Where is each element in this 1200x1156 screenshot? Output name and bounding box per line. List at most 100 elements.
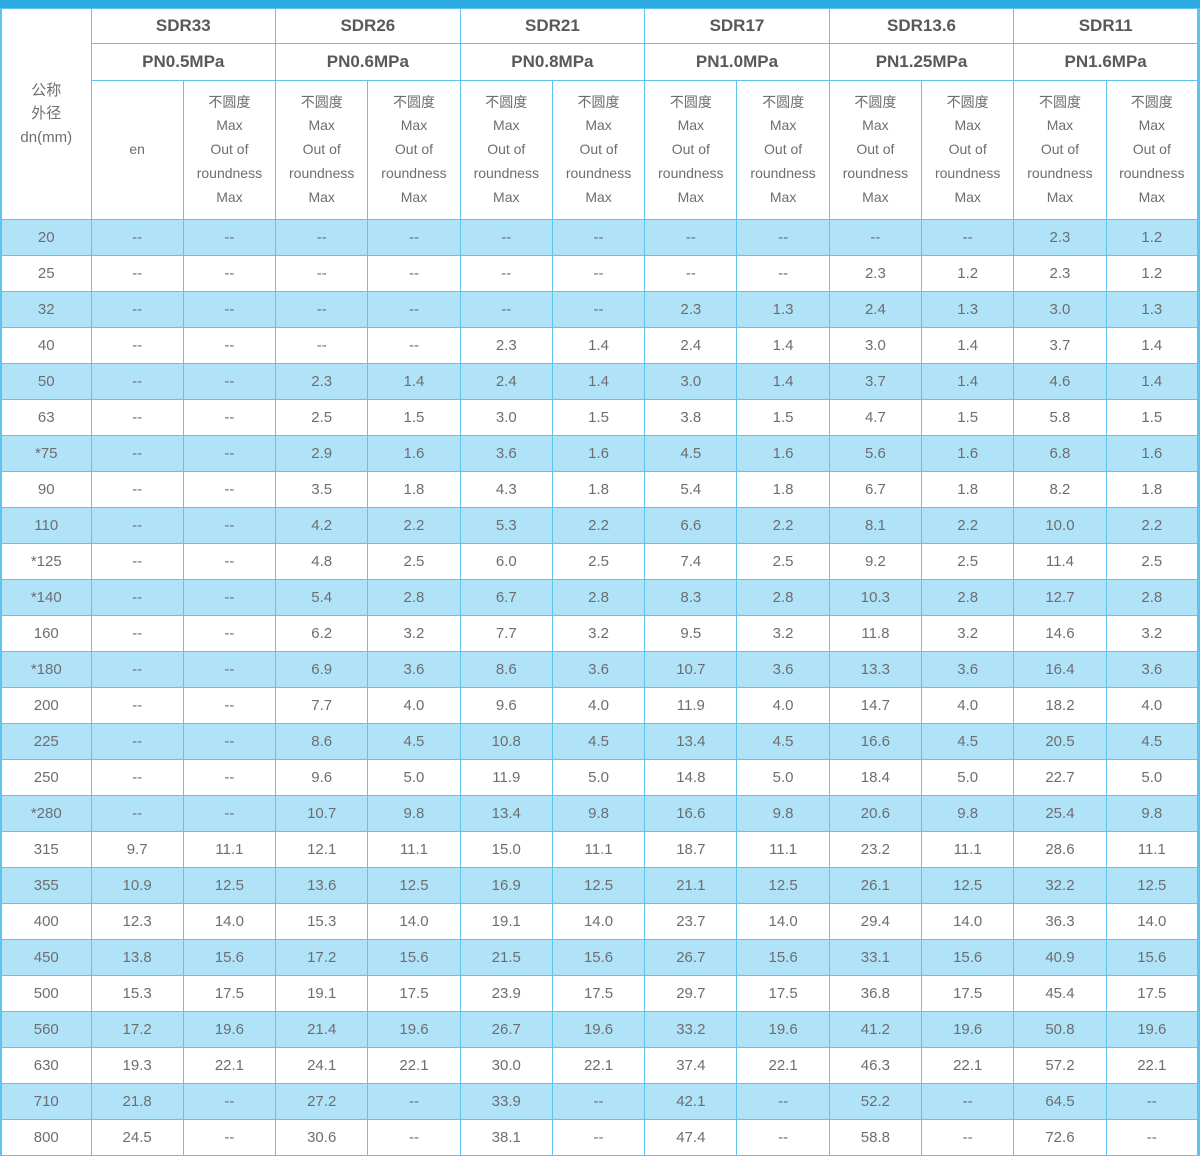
group-header-sdr26: SDR26 xyxy=(275,8,461,44)
value-cell: 2.8 xyxy=(551,579,646,616)
value-cell: 1.6 xyxy=(367,435,461,472)
value-cell: 1.4 xyxy=(551,363,646,400)
value-cell: -- xyxy=(1105,1119,1200,1156)
value-cell: 40.9 xyxy=(1013,939,1107,976)
value-cell: -- xyxy=(1105,1083,1200,1120)
value-cell: 4.0 xyxy=(551,687,646,724)
value-cell: -- xyxy=(90,327,184,364)
pn-header-1: PN0.6MPa xyxy=(275,43,461,81)
value-cell: 1.4 xyxy=(1105,327,1200,364)
sub-header-roundness: 不圆度 Max Out of roundness Max xyxy=(1013,80,1107,220)
value-cell: 22.1 xyxy=(182,1047,277,1084)
dn-cell: 400 xyxy=(0,903,92,940)
table-row: 400 12.3 14.0 15.3 14.0 19.1 14.0 23.7 14.0 29.4 1… xyxy=(0,903,1200,940)
value-cell: 11.1 xyxy=(921,831,1015,868)
value-cell: 3.5 xyxy=(275,471,369,508)
value-cell: 2.3 xyxy=(644,291,738,328)
value-cell: 4.5 xyxy=(367,723,461,760)
value-cell: 3.2 xyxy=(551,615,646,652)
value-cell: -- xyxy=(367,1119,461,1156)
value-cell: 36.8 xyxy=(828,975,923,1012)
value-cell: -- xyxy=(459,291,553,328)
value-cell: 23.7 xyxy=(644,903,738,940)
value-cell: -- xyxy=(736,1083,830,1120)
value-cell: 41.2 xyxy=(828,1011,923,1048)
sub-header-roundness: 不圆度 Max Out of roundness Max xyxy=(551,80,646,220)
value-cell: 4.2 xyxy=(275,507,369,544)
value-cell: 6.2 xyxy=(275,615,369,652)
value-cell: 5.0 xyxy=(551,759,646,796)
value-cell: 14.0 xyxy=(367,903,461,940)
value-cell: -- xyxy=(90,399,184,436)
value-cell: 19.6 xyxy=(551,1011,646,1048)
value-cell: 17.5 xyxy=(736,975,830,1012)
value-cell: -- xyxy=(90,291,184,328)
value-cell: 12.5 xyxy=(367,867,461,904)
dn-cell: 20 xyxy=(0,219,92,256)
value-cell: 1.8 xyxy=(551,471,646,508)
value-cell: 7.7 xyxy=(275,687,369,724)
value-cell: 5.6 xyxy=(828,435,923,472)
dn-cell: 450 xyxy=(0,939,92,976)
value-cell: -- xyxy=(182,615,277,652)
value-cell: 3.2 xyxy=(736,615,830,652)
value-cell: 3.7 xyxy=(828,363,923,400)
value-cell: 5.0 xyxy=(1105,759,1200,796)
sub-header-roundness: 不圆度 Max Out of roundness Max xyxy=(182,80,277,220)
value-cell: 37.4 xyxy=(644,1047,738,1084)
value-cell: 32.2 xyxy=(1013,867,1107,904)
value-cell: 18.2 xyxy=(1013,687,1107,724)
value-cell: -- xyxy=(828,219,923,256)
value-cell: 57.2 xyxy=(1013,1047,1107,1084)
value-cell: 33.1 xyxy=(828,939,923,976)
value-cell: 10.7 xyxy=(275,795,369,832)
value-cell: 26.1 xyxy=(828,867,923,904)
value-cell: 9.8 xyxy=(736,795,830,832)
value-cell: 11.1 xyxy=(367,831,461,868)
value-cell: 4.7 xyxy=(828,399,923,436)
value-cell: 29.4 xyxy=(828,903,923,940)
value-cell: 2.2 xyxy=(367,507,461,544)
value-cell: -- xyxy=(90,615,184,652)
sub-header-roundness: 不圆度 Max Out of roundness Max xyxy=(921,80,1015,220)
table-row: 710 21.8 -- 27.2 -- 33.9 -- 42.1 -- 52.2 -- 64.5 -- xyxy=(0,1083,1200,1120)
value-cell: 2.2 xyxy=(551,507,646,544)
value-cell: 3.6 xyxy=(921,651,1015,688)
value-cell: 2.4 xyxy=(459,363,553,400)
value-cell: -- xyxy=(182,471,277,508)
dn-cell: 250 xyxy=(0,759,92,796)
sub-header-roundness: 不圆度 Max Out of roundness Max xyxy=(828,80,923,220)
sub-header-roundness: 不圆度 Max Out of roundness Max xyxy=(736,80,830,220)
value-cell: 2.8 xyxy=(736,579,830,616)
dn-cell: 355 xyxy=(0,867,92,904)
value-cell: -- xyxy=(90,759,184,796)
dn-cell: *125 xyxy=(0,543,92,580)
value-cell: 1.6 xyxy=(551,435,646,472)
value-cell: 6.6 xyxy=(644,507,738,544)
table-row: 630 19.3 22.1 24.1 22.1 30.0 22.1 37.4 22.1 46.3 2… xyxy=(0,1047,1200,1084)
table-row: 315 9.7 11.1 12.1 11.1 15.0 11.1 18.7 11.1 23.2 11… xyxy=(0,831,1200,868)
value-cell: 21.4 xyxy=(275,1011,369,1048)
value-cell: -- xyxy=(367,1083,461,1120)
value-cell: 1.8 xyxy=(921,471,1015,508)
value-cell: 4.0 xyxy=(1105,687,1200,724)
sub-header-row: en 不圆度 Max Out of roundness Max 不圆度 Max … xyxy=(1,80,1200,220)
sub-header-roundness: 不圆度 Max Out of roundness Max xyxy=(367,80,461,220)
value-cell: 27.2 xyxy=(275,1083,369,1120)
pipe-spec-table: 公称 外径 dn(mm) SDR33 SDR26 SDR21 SDR17 SDR… xyxy=(0,8,1200,1156)
value-cell: 9.7 xyxy=(90,831,184,868)
value-cell: 6.7 xyxy=(828,471,923,508)
value-cell: 1.5 xyxy=(921,399,1015,436)
value-cell: 3.6 xyxy=(551,651,646,688)
value-cell: 2.5 xyxy=(736,543,830,580)
value-cell: 1.5 xyxy=(1105,399,1200,436)
value-cell: 13.4 xyxy=(459,795,553,832)
table-row: 90 -- -- 3.5 1.8 4.3 1.8 5.4 1.8 6.7 1.8 8.2 1.8 xyxy=(0,471,1200,508)
dn-cell: *140 xyxy=(0,579,92,616)
value-cell: 4.0 xyxy=(736,687,830,724)
value-cell: 23.2 xyxy=(828,831,923,868)
dn-cell: 160 xyxy=(0,615,92,652)
value-cell: 4.5 xyxy=(736,723,830,760)
value-cell: 8.2 xyxy=(1013,471,1107,508)
